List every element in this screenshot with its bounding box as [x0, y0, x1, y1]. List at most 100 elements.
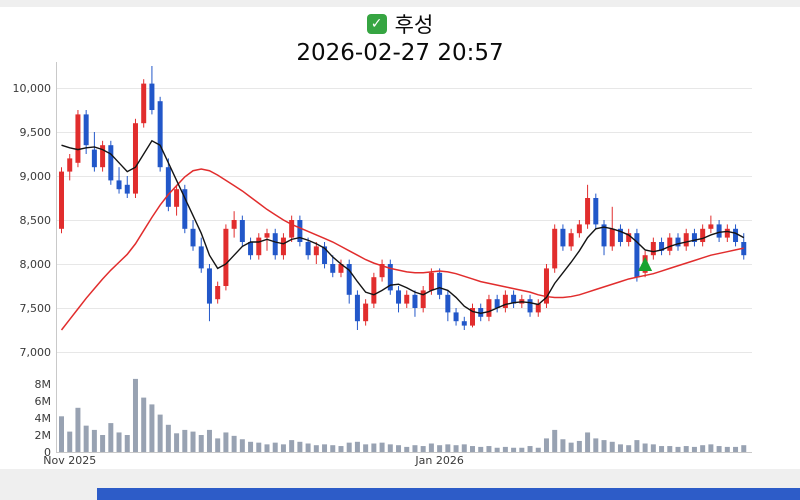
candle-body	[494, 299, 500, 308]
volume-bar	[609, 441, 615, 452]
candle-body	[371, 277, 377, 304]
candle-body	[190, 228, 196, 247]
volume-bar	[675, 446, 681, 452]
candle-body	[313, 246, 319, 256]
volume-bar	[379, 442, 385, 452]
volume-bar	[280, 444, 286, 452]
volume-bar	[256, 442, 262, 452]
candle-body	[280, 237, 286, 256]
candle-body	[215, 286, 221, 300]
volume-bar	[683, 446, 689, 452]
candle-body	[100, 145, 106, 168]
candle-body	[708, 224, 714, 229]
volume-bar	[724, 446, 730, 452]
candle-body	[733, 228, 739, 242]
candle-body	[511, 294, 517, 304]
candle-body	[272, 233, 278, 256]
candle-body	[346, 264, 352, 295]
checkmark-glyph: ✓	[370, 16, 383, 32]
candle-body	[387, 264, 393, 291]
volume-bar	[560, 439, 566, 452]
volume-bar	[248, 441, 254, 452]
volume-bar	[716, 446, 722, 452]
bottom-bar	[97, 488, 800, 500]
volume-bar	[453, 445, 459, 452]
candle-body	[67, 158, 73, 172]
volume-bar	[141, 397, 147, 452]
volume-bar	[116, 432, 122, 452]
price-tick-label: 9,500	[20, 126, 52, 139]
volume-bar	[601, 440, 607, 452]
volume-bar	[568, 442, 574, 452]
candle-body	[659, 242, 665, 251]
volume-bar	[552, 429, 558, 452]
candle-body	[453, 312, 459, 322]
candle-body	[338, 264, 344, 273]
candle-body	[59, 171, 64, 229]
candle-body	[675, 237, 681, 247]
candle-body	[379, 264, 385, 278]
volume-bar	[231, 435, 237, 452]
candle-body	[601, 224, 607, 247]
volume-bar	[437, 445, 443, 452]
volume-bar	[354, 441, 360, 452]
candle-body	[256, 237, 262, 256]
candle-body	[650, 242, 656, 256]
candle-body	[412, 294, 418, 308]
candle-body	[585, 198, 591, 225]
volume-bar	[543, 438, 549, 452]
volume-bar	[371, 443, 377, 452]
candle-body	[83, 114, 89, 146]
candle-body	[165, 167, 171, 207]
candle-body	[552, 228, 558, 269]
candle-body	[322, 246, 328, 264]
candle-body	[716, 224, 722, 238]
candle-body	[478, 308, 484, 317]
volume-bar	[124, 435, 130, 452]
candle-body	[593, 198, 599, 225]
volume-bar	[239, 439, 245, 452]
volume-bar	[330, 445, 336, 452]
candle-body	[157, 101, 163, 168]
chart-header: ✓ 후성 2026-02-27 20:57	[0, 7, 800, 66]
ma-long-line	[60, 168, 744, 331]
volume-tick-label: 2M	[35, 429, 52, 442]
x-axis-label: Jan 2026	[414, 454, 463, 467]
volume-bar	[100, 435, 106, 452]
price-tick-label: 8,000	[20, 258, 52, 271]
volume-tick-label: 8M	[35, 378, 52, 391]
volume-bar	[305, 443, 311, 452]
candle-body	[396, 290, 402, 304]
candle-body	[231, 220, 237, 229]
volume-bar	[59, 416, 64, 452]
volume-bar	[75, 407, 81, 452]
candle-body	[108, 145, 114, 181]
candle-body	[149, 83, 155, 110]
candle-body	[560, 228, 566, 247]
volume-bar	[535, 447, 541, 452]
candle-body	[683, 233, 689, 247]
volume-bar	[617, 444, 623, 452]
volume-bar	[264, 444, 270, 452]
volume-bar	[733, 446, 739, 452]
volume-bar	[494, 447, 500, 452]
volume-bar	[626, 445, 632, 452]
candle-body	[198, 246, 204, 269]
candle-body	[543, 268, 549, 304]
candle-body	[724, 228, 730, 238]
candle-body	[132, 123, 138, 194]
ma-short-line	[61, 139, 745, 314]
candle-body	[75, 114, 81, 163]
volume-bar	[387, 444, 393, 452]
candle-body	[141, 83, 147, 124]
volume-bar	[215, 438, 221, 452]
volume-bar	[527, 446, 533, 452]
volume-bar	[174, 433, 180, 452]
price-tick-label: 7,000	[20, 346, 52, 359]
candle-body	[617, 228, 623, 242]
candle-body	[297, 220, 303, 242]
volume-tick-label: 0	[44, 446, 51, 459]
candle-body	[182, 189, 188, 229]
volume-bar	[650, 444, 656, 452]
